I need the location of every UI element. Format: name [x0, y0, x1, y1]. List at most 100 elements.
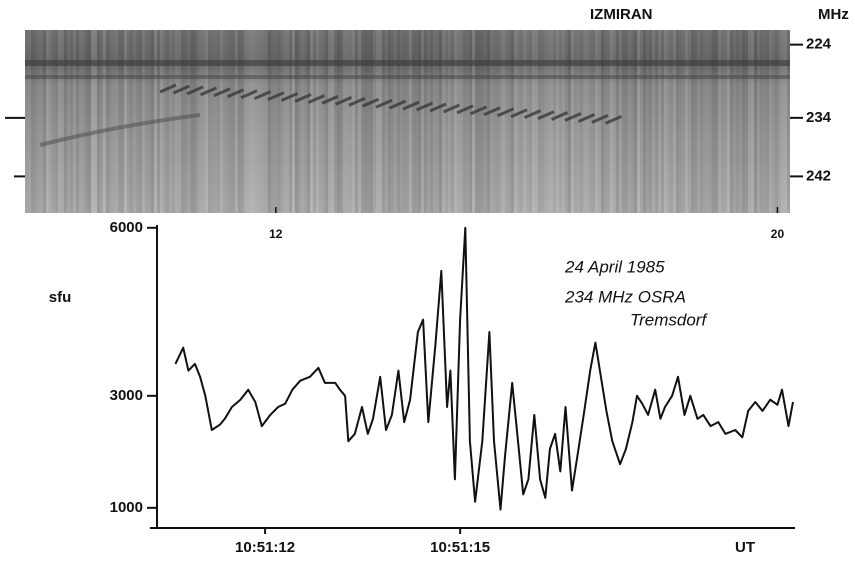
y-tick-label: 242 — [806, 167, 831, 184]
fiber-burst — [172, 84, 191, 95]
fiber-burst — [483, 106, 501, 117]
spectrogram-texture — [424, 30, 427, 213]
spectrogram-texture — [559, 30, 562, 213]
spectrogram-texture — [673, 30, 676, 213]
spectrogram-texture — [490, 30, 493, 213]
fiber-burst — [213, 87, 231, 98]
spectrogram-texture — [454, 30, 457, 213]
fiber-burst — [267, 91, 285, 101]
spectrogram-texture — [262, 30, 265, 213]
spectrogram-texture — [64, 30, 67, 213]
spectrogram-texture — [175, 30, 178, 213]
spectrogram-texture — [214, 30, 217, 213]
spectrogram-texture — [112, 30, 115, 213]
spectrogram-texture — [550, 30, 553, 213]
spectrogram-texture — [67, 30, 70, 213]
spectrogram-texture — [745, 30, 748, 213]
spectrogram-texture — [352, 30, 355, 213]
spectrogram-texture — [361, 30, 364, 213]
spectrogram-texture — [307, 30, 310, 213]
spectrogram-texture — [118, 30, 121, 213]
spectrogram-texture — [688, 30, 691, 213]
fiber-burst — [307, 94, 326, 104]
fiber-burst — [240, 89, 258, 100]
fiber-burst — [402, 100, 420, 111]
spectrogram-texture — [181, 30, 184, 213]
spectrogram-texture — [85, 30, 88, 213]
spectrogram-texture — [25, 30, 28, 213]
spectrogram-texture — [448, 30, 451, 213]
fiber-burst — [159, 83, 177, 94]
spectrogram-texture — [388, 30, 391, 213]
spectrogram-texture — [385, 30, 388, 213]
spectrogram-texture — [538, 30, 541, 213]
spectrogram-texture — [769, 30, 772, 213]
spectrogram-texture — [130, 30, 133, 213]
spectrogram-texture — [532, 30, 535, 213]
spectrogram-texture — [166, 30, 169, 213]
fiber-burst — [334, 95, 353, 106]
spectrogram-texture — [787, 30, 790, 213]
spectrogram-texture — [286, 30, 289, 213]
spectrogram-texture — [742, 30, 745, 213]
spectrogram-texture — [583, 30, 586, 213]
spectrogram-texture — [574, 30, 577, 213]
spectrogram-texture — [343, 30, 346, 213]
spectrogram-texture — [301, 30, 304, 213]
spectrogram-texture — [589, 30, 592, 213]
spectrogram-texture — [472, 30, 475, 213]
spectrogram-texture — [715, 30, 718, 213]
spectrogram-texture — [70, 30, 73, 213]
spectrogram-texture — [406, 30, 409, 213]
spectrogram-texture — [679, 30, 682, 213]
spectrogram-texture — [97, 30, 100, 213]
spectrogram-texture — [520, 30, 523, 213]
spectrogram-texture — [484, 30, 487, 213]
spectrogram-texture — [628, 30, 631, 213]
spectrogram-texture — [394, 30, 397, 213]
spectrogram-texture — [217, 30, 220, 213]
fiber-burst — [429, 102, 447, 113]
spectrogram-texture — [556, 30, 559, 213]
spectrogram-texture — [367, 30, 370, 213]
spectrogram-texture — [127, 30, 130, 213]
spectrogram-texture — [244, 30, 247, 213]
spectrogram-texture — [283, 30, 286, 213]
spectrogram-texture — [358, 30, 361, 213]
annotation: Tremsdorf — [630, 310, 708, 329]
spectrogram-texture — [295, 30, 298, 213]
spectrogram-texture — [88, 30, 91, 213]
spectrogram-texture — [136, 30, 139, 213]
spectrogram-texture — [436, 30, 439, 213]
spectrogram-texture — [760, 30, 763, 213]
spectrogram-texture — [139, 30, 142, 213]
spectrogram-texture — [634, 30, 637, 213]
spectrogram-texture — [52, 30, 55, 213]
fiber-burst — [388, 99, 407, 110]
spectrogram-texture — [676, 30, 679, 213]
spectrogram-texture — [106, 30, 109, 213]
spectrogram-texture — [280, 30, 283, 213]
spectrogram-texture — [121, 30, 124, 213]
spectrogram-texture — [274, 30, 277, 213]
spectrogram-texture — [508, 30, 511, 213]
spectrogram-texture — [28, 30, 31, 213]
spectrogram-texture — [523, 30, 526, 213]
spectrogram-texture — [76, 30, 79, 213]
spectrogram-texture — [400, 30, 403, 213]
spectrogram-texture — [277, 30, 280, 213]
spectrogram-texture — [766, 30, 769, 213]
x-tick-label: 10:51:12 — [235, 539, 295, 556]
spectrogram-band — [25, 75, 790, 79]
spectrogram-texture — [331, 30, 334, 213]
spectrogram-texture — [685, 30, 688, 213]
spectrogram-texture — [643, 30, 646, 213]
spectrogram-texture — [487, 30, 490, 213]
spectrogram-texture — [172, 30, 175, 213]
spectrogram-texture — [781, 30, 784, 213]
spectrogram-texture — [238, 30, 241, 213]
fiber-burst — [375, 98, 393, 109]
spectrogram-texture — [427, 30, 430, 213]
y-tick-label: 224 — [806, 36, 832, 53]
